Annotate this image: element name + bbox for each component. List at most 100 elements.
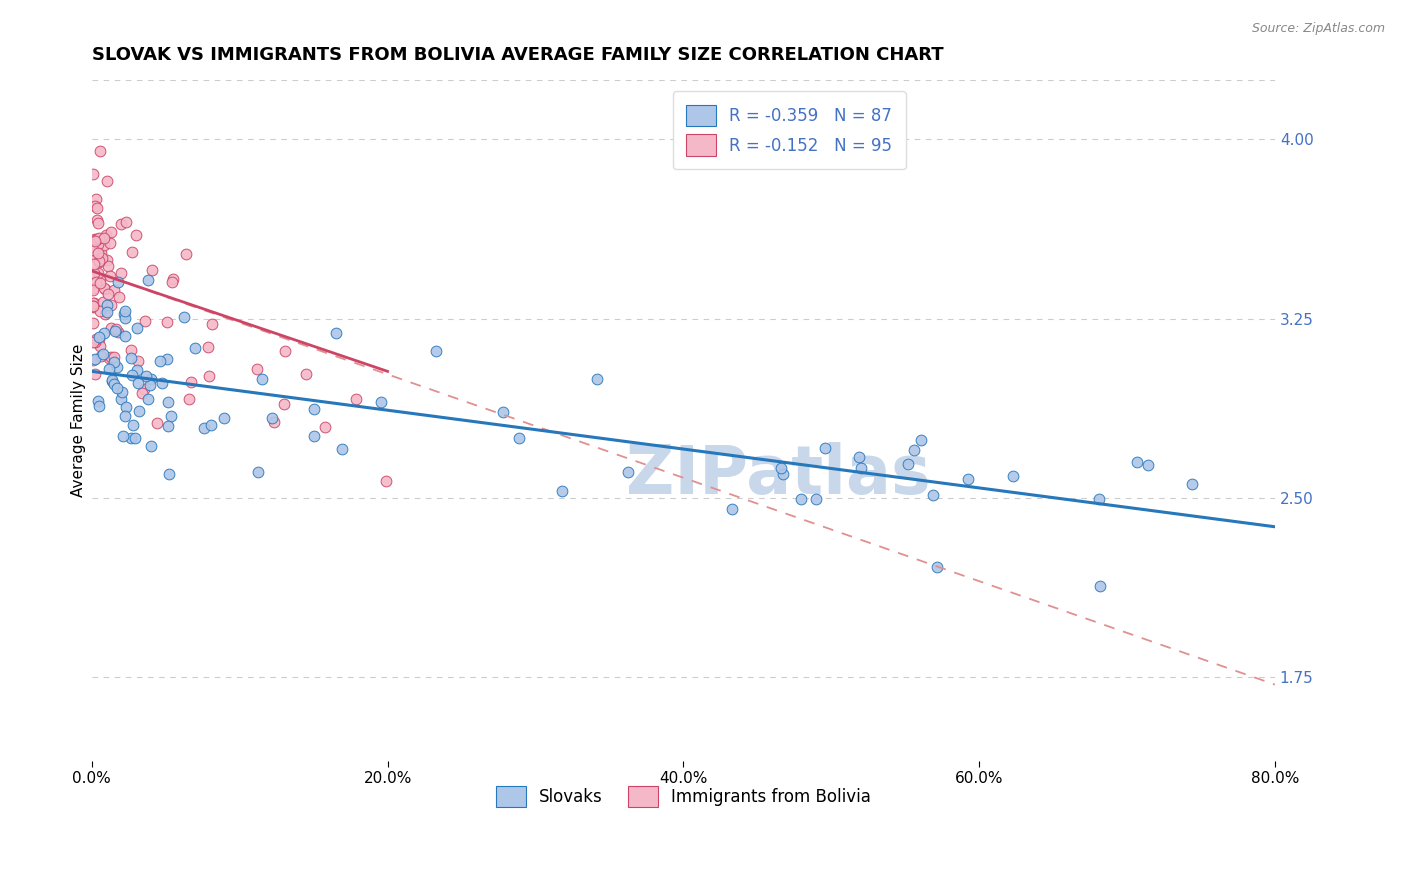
Point <box>84 234 107 248</box>
Point <box>100 235 122 250</box>
Point <box>127 376 149 391</box>
Point <box>84 232 107 246</box>
Point <box>922 488 945 502</box>
Point <box>125 228 148 243</box>
Point <box>1181 476 1204 491</box>
Point <box>141 263 163 277</box>
Point <box>957 472 980 486</box>
Point <box>769 460 792 475</box>
Point <box>82 300 104 314</box>
Point <box>82 334 104 349</box>
Point <box>104 324 127 338</box>
Point <box>100 374 122 388</box>
Point <box>96 304 118 318</box>
Point <box>82 249 104 263</box>
Point <box>89 304 111 318</box>
Point <box>247 466 270 480</box>
Point <box>314 420 336 434</box>
Point <box>201 317 224 331</box>
Point <box>83 266 105 280</box>
Point <box>93 281 115 295</box>
Point <box>184 341 207 355</box>
Point <box>86 393 108 408</box>
Point <box>110 217 132 231</box>
Point <box>89 277 111 291</box>
Point <box>94 228 117 243</box>
Point <box>82 316 104 330</box>
Point <box>110 266 132 280</box>
Point <box>721 502 744 516</box>
Point <box>89 338 111 352</box>
Point <box>103 350 125 364</box>
Point <box>124 431 146 445</box>
Point <box>107 276 129 290</box>
Point <box>83 296 105 310</box>
Point <box>128 404 150 418</box>
Point <box>121 368 143 382</box>
Point <box>122 418 145 433</box>
Point <box>273 397 295 411</box>
Point <box>112 429 135 443</box>
Point <box>97 259 120 273</box>
Point <box>173 310 195 324</box>
Point <box>111 384 134 399</box>
Point <box>246 362 269 376</box>
Point <box>138 377 160 392</box>
Point <box>141 439 163 453</box>
Point <box>115 400 138 414</box>
Y-axis label: Average Family Size: Average Family Size <box>72 343 86 497</box>
Point <box>114 304 136 318</box>
Point <box>103 284 125 298</box>
Point <box>212 411 235 425</box>
Point <box>814 441 837 455</box>
Point <box>160 276 183 290</box>
Point <box>114 409 136 424</box>
Text: SLOVAK VS IMMIGRANTS FROM BOLIVIA AVERAGE FAMILY SIZE CORRELATION CHART: SLOVAK VS IMMIGRANTS FROM BOLIVIA AVERAG… <box>91 46 943 64</box>
Point <box>125 363 148 377</box>
Point <box>174 247 197 261</box>
Point <box>156 395 179 409</box>
Point <box>89 253 111 268</box>
Point <box>87 231 110 245</box>
Point <box>263 415 285 429</box>
Point <box>156 352 179 367</box>
Point <box>134 382 156 396</box>
Point <box>551 484 574 499</box>
Point <box>100 321 122 335</box>
Point <box>87 266 110 280</box>
Point <box>100 350 122 364</box>
Point <box>121 244 143 259</box>
Point <box>492 404 515 418</box>
Point <box>93 326 115 340</box>
Text: Source: ZipAtlas.com: Source: ZipAtlas.com <box>1251 22 1385 36</box>
Point <box>139 372 162 386</box>
Point <box>851 461 873 475</box>
Point <box>89 255 111 269</box>
Point <box>82 353 104 368</box>
Point <box>125 321 148 335</box>
Point <box>330 442 353 456</box>
Point <box>789 491 811 506</box>
Point <box>127 353 149 368</box>
Point <box>89 145 111 159</box>
Point <box>370 395 392 409</box>
Point <box>87 245 110 260</box>
Point <box>94 282 117 296</box>
Point <box>87 399 110 413</box>
Point <box>86 275 108 289</box>
Point <box>114 214 136 228</box>
Point <box>1126 455 1149 469</box>
Point <box>252 372 274 386</box>
Point <box>1088 492 1111 507</box>
Point <box>302 429 325 443</box>
Point <box>86 232 108 246</box>
Point <box>84 332 107 346</box>
Point <box>897 458 920 472</box>
Point <box>150 376 173 391</box>
Point <box>302 402 325 417</box>
Point <box>82 167 104 181</box>
Point <box>101 373 124 387</box>
Point <box>160 409 183 424</box>
Point <box>98 268 121 283</box>
Point <box>87 236 110 251</box>
